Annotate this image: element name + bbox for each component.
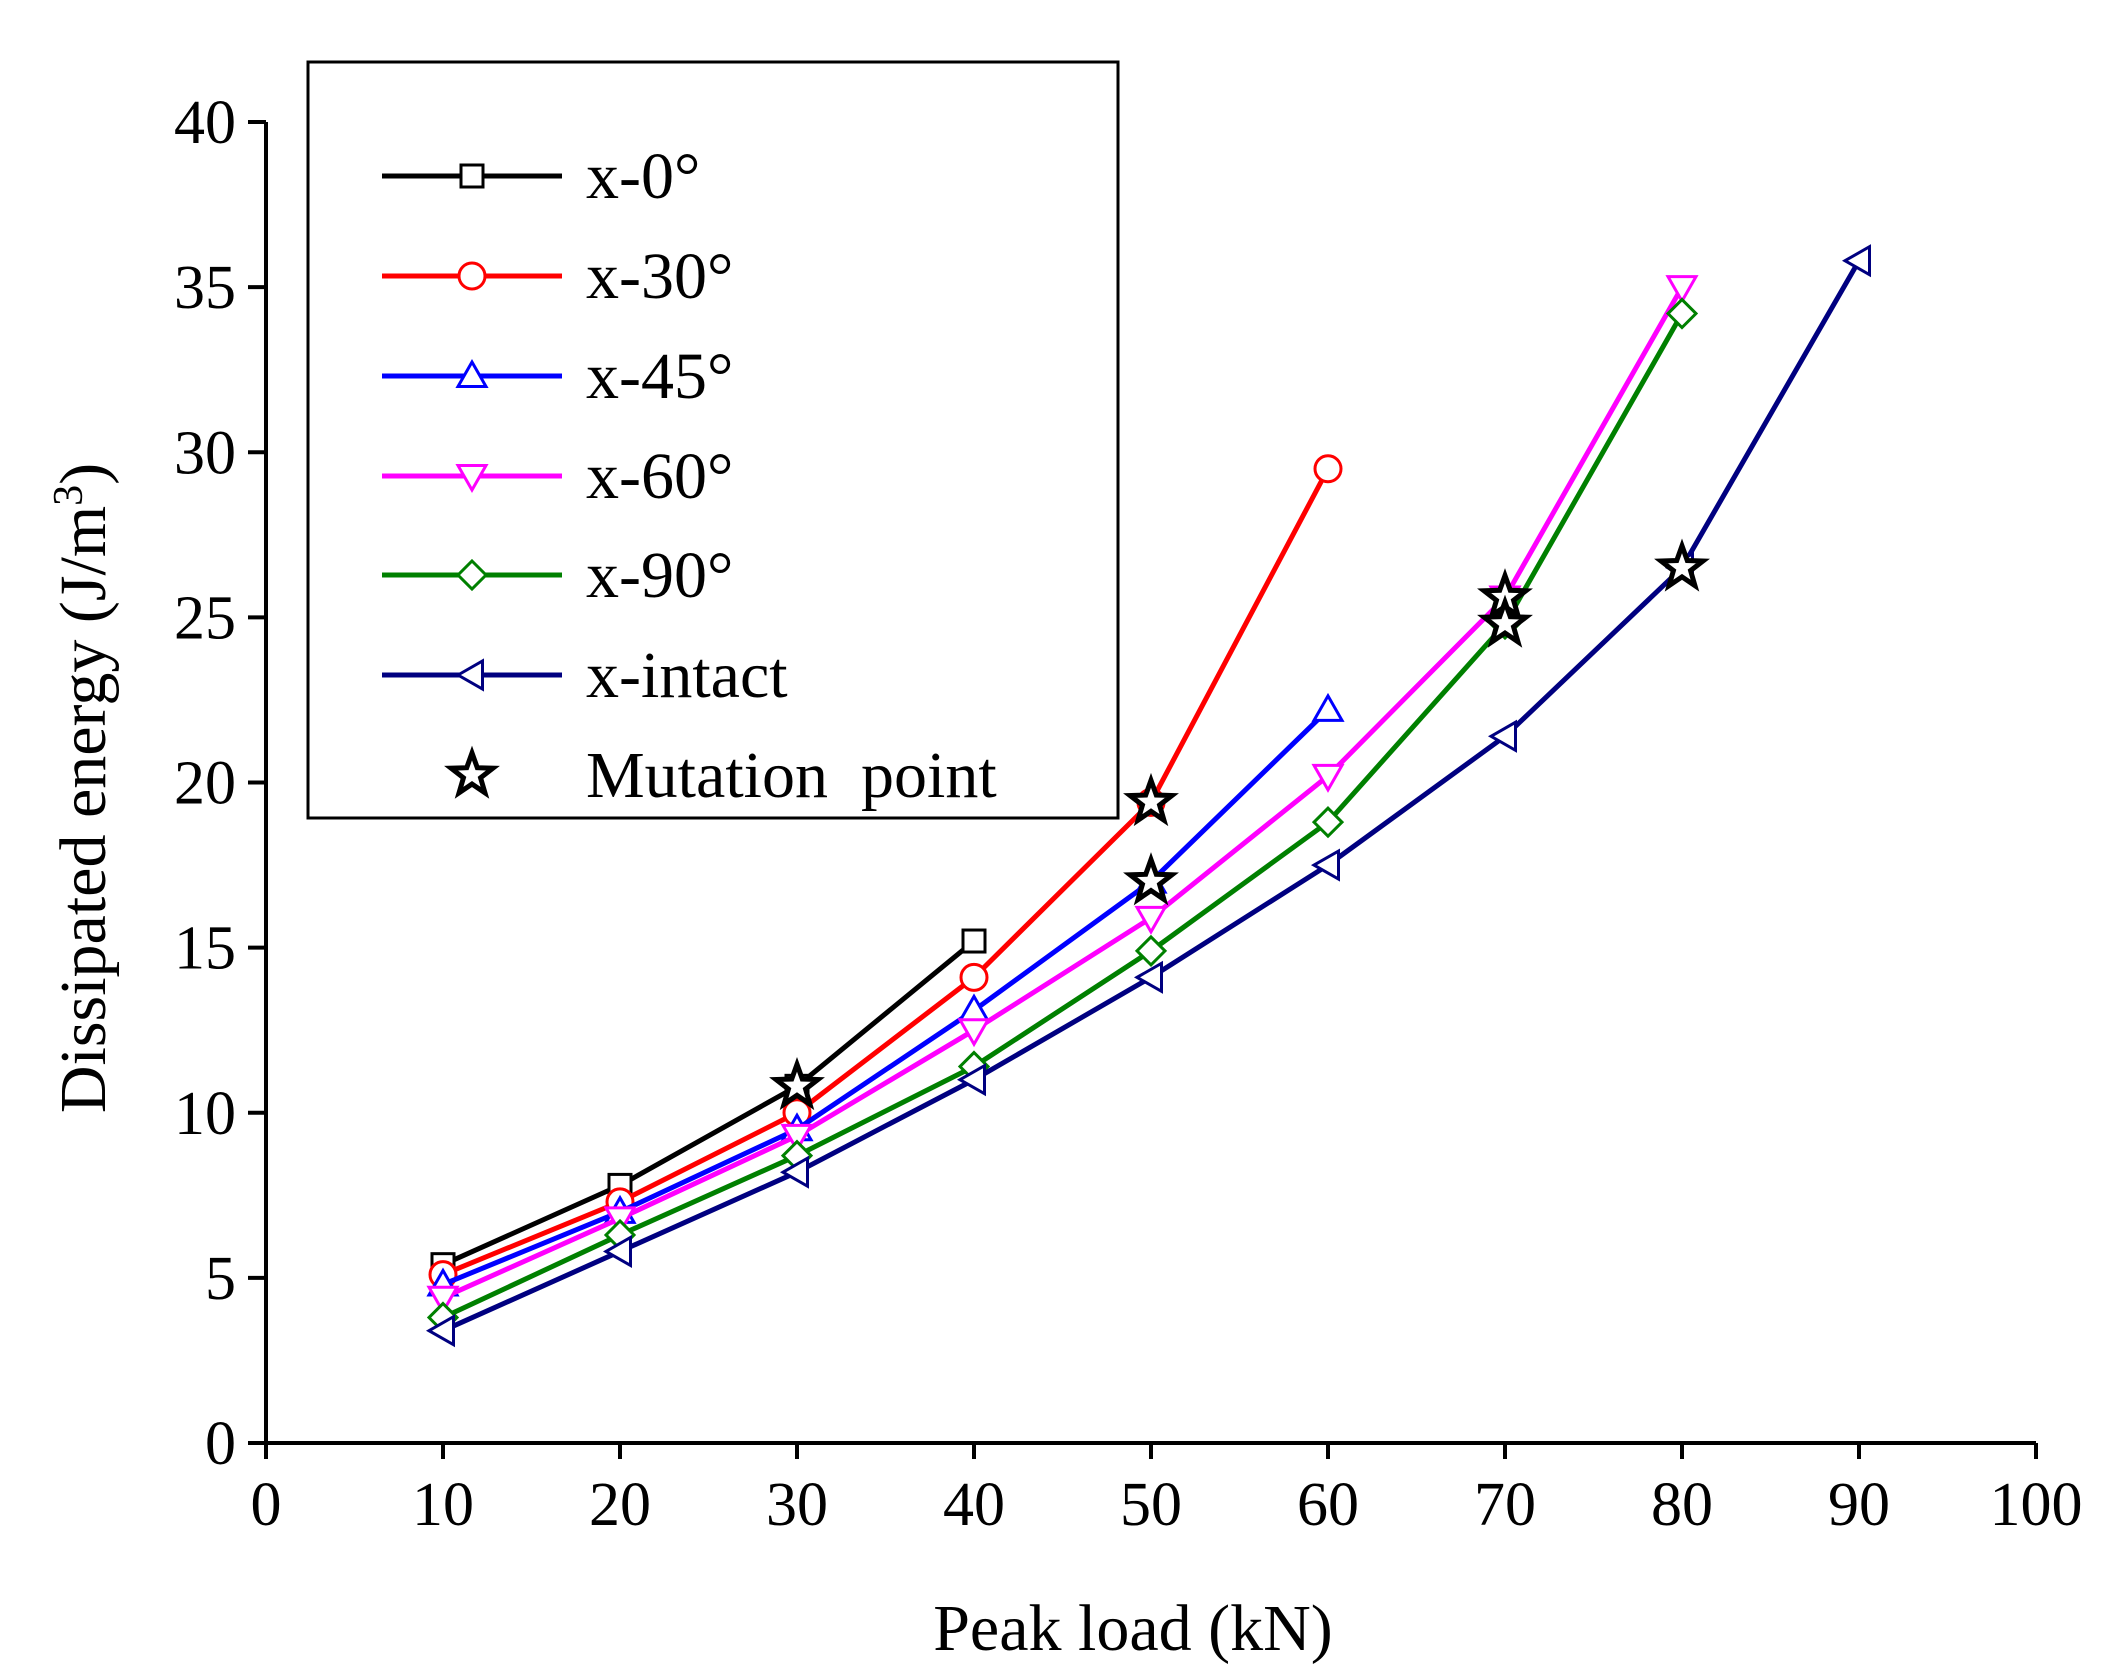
mutation-point-star	[1123, 772, 1179, 827]
legend-box	[306, 60, 1120, 820]
data-point	[780, 1123, 814, 1153]
data-point	[1134, 934, 1168, 968]
y-tick-label: 0	[205, 1410, 236, 1478]
y-tick-label: 25	[174, 584, 236, 652]
legend-marker	[459, 163, 485, 189]
y-tick-label: 5	[205, 1245, 236, 1313]
data-point	[425, 1314, 455, 1348]
legend-marker	[455, 358, 489, 388]
data-point	[1311, 692, 1345, 722]
legend-label: x-30°	[586, 240, 733, 313]
data-point	[426, 1285, 460, 1315]
data-point	[1665, 297, 1699, 330]
x-tick-label: 20	[589, 1471, 651, 1539]
y-axis-title-superscript: 3	[46, 485, 92, 506]
legend-marker	[455, 558, 489, 592]
data-point	[1134, 905, 1168, 935]
x-tick-label: 70	[1474, 1471, 1536, 1539]
data-point	[961, 928, 987, 954]
x-tick-label: 0	[251, 1471, 282, 1539]
y-tick-label: 40	[174, 89, 236, 157]
x-tick-label: 10	[412, 1471, 474, 1539]
mutation-points	[769, 538, 1710, 1111]
legend-entry: x-45°	[382, 340, 733, 413]
data-point	[1487, 719, 1517, 753]
x-tick-label: 60	[1297, 1471, 1359, 1539]
x-tick-label: 40	[943, 1471, 1005, 1539]
mutation-point-star	[1654, 538, 1710, 592]
legend-label: x-60°	[586, 440, 733, 513]
legend-marker	[444, 745, 500, 799]
mutation-point-star	[1123, 852, 1179, 906]
data-point	[959, 962, 989, 992]
x-tick-label: 100	[1990, 1471, 2083, 1539]
series-line	[441, 312, 1685, 1320]
data-point	[1311, 763, 1345, 793]
legend-entry: x-30°	[382, 240, 733, 313]
legend-entry: x-60°	[382, 440, 733, 513]
series-line	[442, 467, 1331, 1277]
legend: x-0° x-30° x-45° x-60° x-90° x-intact Mutation…	[306, 60, 1120, 820]
data-point	[1310, 848, 1340, 882]
data-point	[1133, 960, 1163, 994]
data-point	[957, 1018, 991, 1048]
y-tick-label: 35	[174, 254, 236, 322]
x-tick-label: 80	[1651, 1471, 1713, 1539]
legend-label: x-45°	[586, 340, 733, 413]
mutation-point-star	[1477, 594, 1533, 648]
y-tick-label: 15	[174, 915, 236, 983]
data-point	[1311, 806, 1345, 839]
data-point	[957, 993, 991, 1023]
legend-marker	[454, 658, 484, 692]
mutation-point-star	[769, 1056, 825, 1111]
legend-marker	[457, 261, 487, 291]
x-tick-label: 30	[766, 1471, 828, 1539]
series-line	[442, 708, 1330, 1287]
y-axis-title: Dissipated energy (J/m3)	[46, 463, 120, 1113]
legend-entry: x-0°	[382, 140, 700, 213]
legend-entry: x-intact	[382, 639, 788, 712]
y-axis-title-main: Dissipated energy (J/m	[47, 506, 120, 1113]
legend-label: x-90°	[586, 539, 733, 612]
x-tick-label: 90	[1828, 1471, 1890, 1539]
legend-marker	[455, 464, 489, 494]
axes: 0 10 20 30 40 50 60 70 80 90 100 0 5 10 15 20 25 30 35 40	[174, 89, 2083, 1539]
data-point	[602, 1234, 632, 1269]
x-tick-label: 50	[1120, 1471, 1182, 1539]
data-point	[1665, 275, 1699, 305]
data-point	[1841, 244, 1871, 278]
legend-label: x-intact	[586, 639, 788, 712]
series-line	[441, 285, 1685, 1300]
x-axis-title: Peak load (kN)	[933, 1592, 1333, 1665]
y-tick-label: 20	[174, 750, 236, 818]
data-point	[779, 1155, 809, 1189]
y-axis-title-close: )	[47, 463, 120, 485]
series-line	[441, 939, 976, 1267]
legend-entry: Mutation point	[444, 739, 997, 812]
data-point	[1313, 454, 1343, 484]
y-tick-label: 30	[174, 419, 236, 487]
data-point	[956, 1063, 986, 1097]
legend-label: Mutation point	[586, 739, 997, 812]
legend-label: x-0°	[586, 140, 700, 213]
y-tick-label: 10	[174, 1080, 236, 1148]
legend-entry: x-90°	[382, 539, 733, 612]
